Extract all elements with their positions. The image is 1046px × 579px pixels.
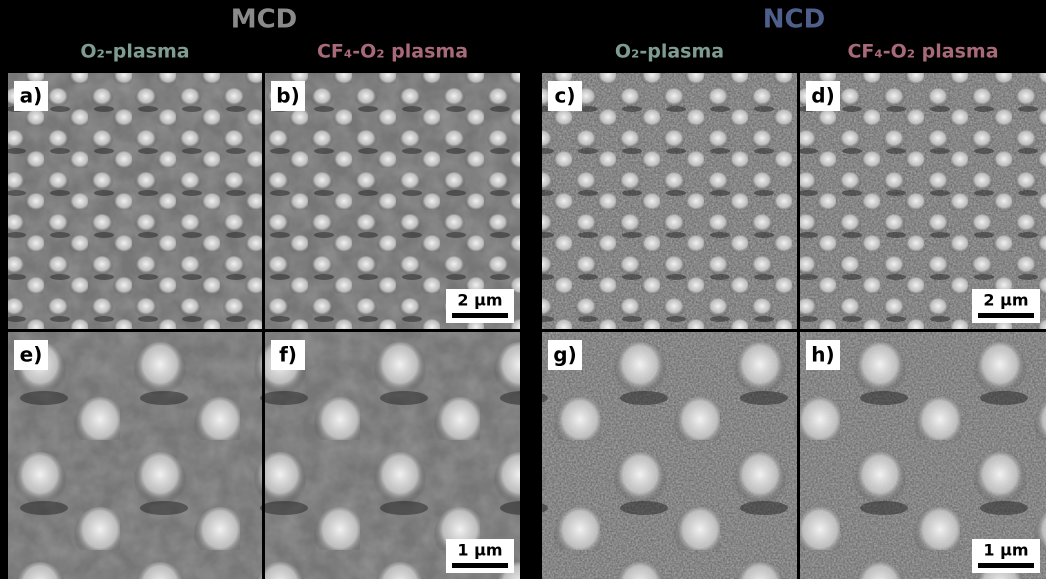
scale-bar xyxy=(452,313,508,318)
scale-bar xyxy=(978,313,1034,318)
column-title: O₂-plasma xyxy=(80,41,189,63)
panel-label: e) xyxy=(20,343,43,367)
scale-bar-label: 2 µm xyxy=(457,291,502,310)
panel-label: b) xyxy=(276,84,299,108)
group-title: MCD xyxy=(231,5,298,35)
panel-label: h) xyxy=(811,343,834,367)
column-title: O₂-plasma xyxy=(615,41,724,63)
panel-label: f) xyxy=(279,343,297,367)
scale-bar-label: 1 µm xyxy=(983,541,1028,560)
scale-bar-label: 2 µm xyxy=(983,291,1028,310)
panel-label: g) xyxy=(553,343,576,367)
panel-label: a) xyxy=(20,84,43,108)
column-title: CF₄-O₂ plasma xyxy=(317,41,468,63)
panel-label: d) xyxy=(811,84,834,108)
column-title: CF₄-O₂ plasma xyxy=(847,41,998,63)
group-title: NCD xyxy=(763,5,825,35)
micrograph-features xyxy=(542,73,797,329)
micrograph-features xyxy=(8,73,262,329)
scale-bar xyxy=(978,563,1034,568)
figure: MCD O₂-plasma CF₄-O₂ plasma NCD O₂-plasma CF₄… xyxy=(0,0,1046,579)
panel-label: c) xyxy=(555,84,576,108)
scale-bar xyxy=(452,563,508,568)
scale-bar-label: 1 µm xyxy=(457,541,502,560)
